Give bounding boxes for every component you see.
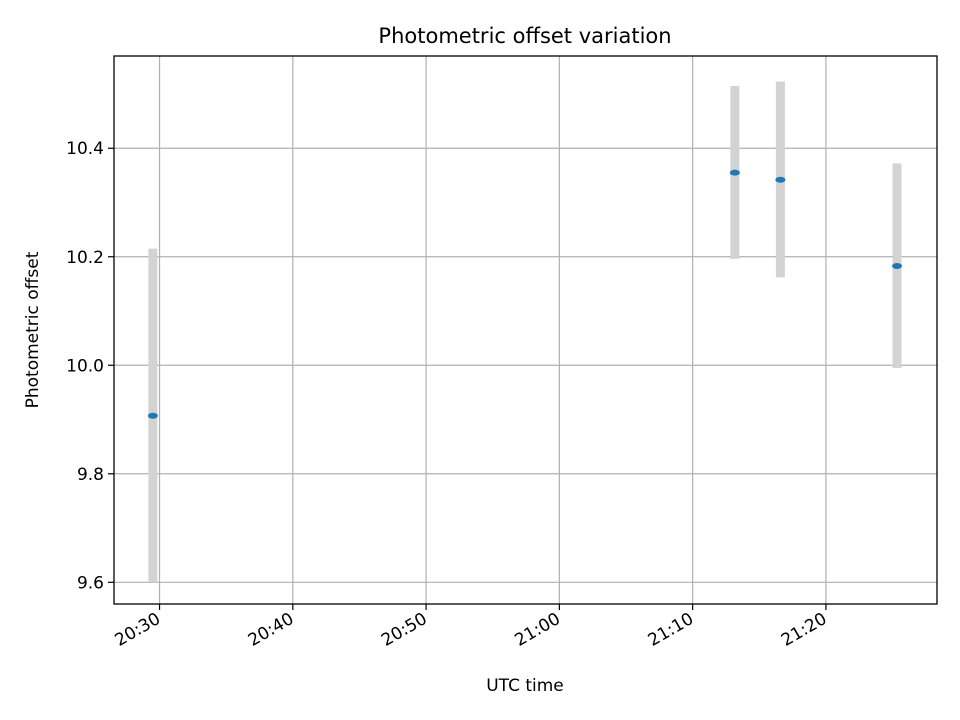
y-tick-label: 9.8 [77, 465, 104, 485]
y-tick-label: 10.0 [66, 356, 104, 376]
data-points [147, 169, 903, 419]
plot-frame [113, 55, 938, 605]
x-axis-label: UTC time [486, 676, 564, 696]
data-point [775, 176, 786, 183]
y-axis-ticks: 9.6 9.8 10.0 10.2 10.4 [66, 139, 114, 593]
y-tick-label: 10.4 [66, 139, 104, 159]
data-point [892, 262, 903, 269]
y-tick-label: 9.6 [77, 573, 104, 593]
data-point [147, 412, 158, 419]
chart-title: Photometric offset variation [378, 24, 671, 48]
grid [114, 56, 937, 604]
y-tick-label: 10.2 [66, 248, 104, 268]
y-axis-label: Photometric offset [23, 251, 43, 408]
data-point [729, 169, 740, 176]
